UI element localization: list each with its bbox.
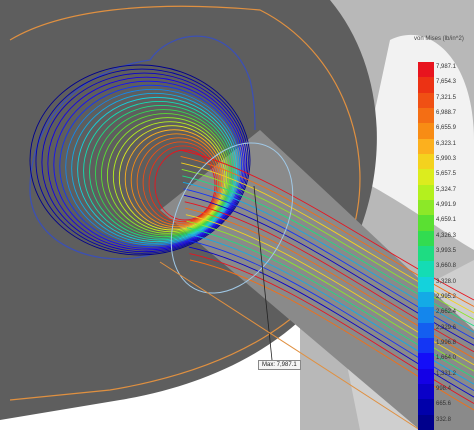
legend-band xyxy=(418,368,434,385)
contour-line xyxy=(130,133,223,228)
max-value-probe[interactable]: Max: 7,987.1 xyxy=(258,360,301,370)
legend-color-bar xyxy=(418,62,434,430)
legend-band xyxy=(418,154,434,170)
section-circle xyxy=(170,142,294,294)
legend-band xyxy=(418,123,434,140)
contour-line xyxy=(106,117,229,234)
contour-line xyxy=(47,76,246,251)
legend-tick-label: 5,657.5 xyxy=(436,171,457,178)
legend-band xyxy=(418,138,434,155)
legend-tick-label: 2,662.4 xyxy=(436,309,457,316)
legend-tick-label: 7,321.5 xyxy=(436,94,457,101)
legend-band xyxy=(418,108,434,124)
legend-tick-label: 998.4 xyxy=(436,386,452,392)
legend-tick-label: 332.8 xyxy=(436,416,452,423)
legend-tick-label: 2,329.6 xyxy=(436,324,457,331)
legend-tick-label: 1,664.0 xyxy=(436,355,457,362)
contour-line xyxy=(71,92,239,244)
contour-line xyxy=(77,96,238,243)
legend-band xyxy=(418,307,434,324)
legend-band xyxy=(418,215,434,232)
contour-line xyxy=(53,80,244,249)
legend-band xyxy=(418,200,434,216)
legend-tick-label: 3,328.0 xyxy=(436,278,457,285)
legend-tick-label: 4,991.9 xyxy=(436,202,457,208)
flange-outer-edge xyxy=(9,5,361,401)
shaft-body xyxy=(160,130,474,430)
legend-band xyxy=(418,261,434,278)
legend-tick-label: 1,996.8 xyxy=(436,340,457,346)
legend-band xyxy=(418,77,434,94)
probe-leader xyxy=(253,185,273,361)
legend-tick-label: 3,660.8 xyxy=(436,263,457,270)
stress-contours xyxy=(29,64,251,256)
legend-band xyxy=(418,322,434,339)
white-background-area xyxy=(360,34,474,250)
legend-band xyxy=(418,184,434,201)
legend-tick-label: 4,326.3 xyxy=(436,232,457,239)
legend-tick-label: 3,993.5 xyxy=(436,248,457,254)
legend-tick-label: 6,323.1 xyxy=(436,140,457,147)
contour-line xyxy=(35,68,249,254)
contour-line xyxy=(65,88,241,246)
legend-tick-label: 2,995.2 xyxy=(436,294,457,300)
legend-band xyxy=(418,169,434,186)
legend-band xyxy=(418,62,434,78)
contour-line xyxy=(142,141,219,224)
contour-line xyxy=(124,129,224,229)
legend-tick-label: 6,988.7 xyxy=(436,110,457,116)
shaft-lower-edge xyxy=(159,261,421,430)
legend-tick-label: 5,990.3 xyxy=(436,156,457,162)
contour-line xyxy=(136,137,221,226)
legend-band xyxy=(418,353,434,370)
legend-band xyxy=(418,276,434,293)
legend-tick-label: 665.6 xyxy=(436,401,452,408)
contour-line xyxy=(29,64,251,256)
legend-band xyxy=(418,414,434,430)
legend-band xyxy=(418,230,434,247)
legend-tick-label: 5,324.7 xyxy=(436,186,457,193)
legend-band xyxy=(418,292,434,308)
legend-tick-label: 1,331.2 xyxy=(436,370,457,377)
legend-band xyxy=(418,399,434,416)
legend-band xyxy=(418,246,434,262)
contour-line xyxy=(83,100,236,241)
contour-line xyxy=(148,145,218,223)
legend-band xyxy=(418,384,434,400)
contour-line xyxy=(41,72,248,253)
stress-legend: von Mises (lb/in^2) 7,987.1 7,654.3 7,321.… xyxy=(414,36,474,430)
fillet-outline xyxy=(29,35,256,260)
legend-tick-label: 7,654.3 xyxy=(436,79,457,86)
legend-tick-label: 6,655.9 xyxy=(436,125,457,132)
contour-line xyxy=(100,113,231,236)
contour-line xyxy=(59,84,243,248)
legend-band xyxy=(418,338,434,354)
contour-line xyxy=(89,105,234,239)
legend-tick-label: 4,659.1 xyxy=(436,217,457,224)
legend-title: von Mises (lb/in^2) xyxy=(414,36,464,42)
legend-band xyxy=(418,92,434,109)
legend-tick-label: 7,987.1 xyxy=(436,64,457,70)
